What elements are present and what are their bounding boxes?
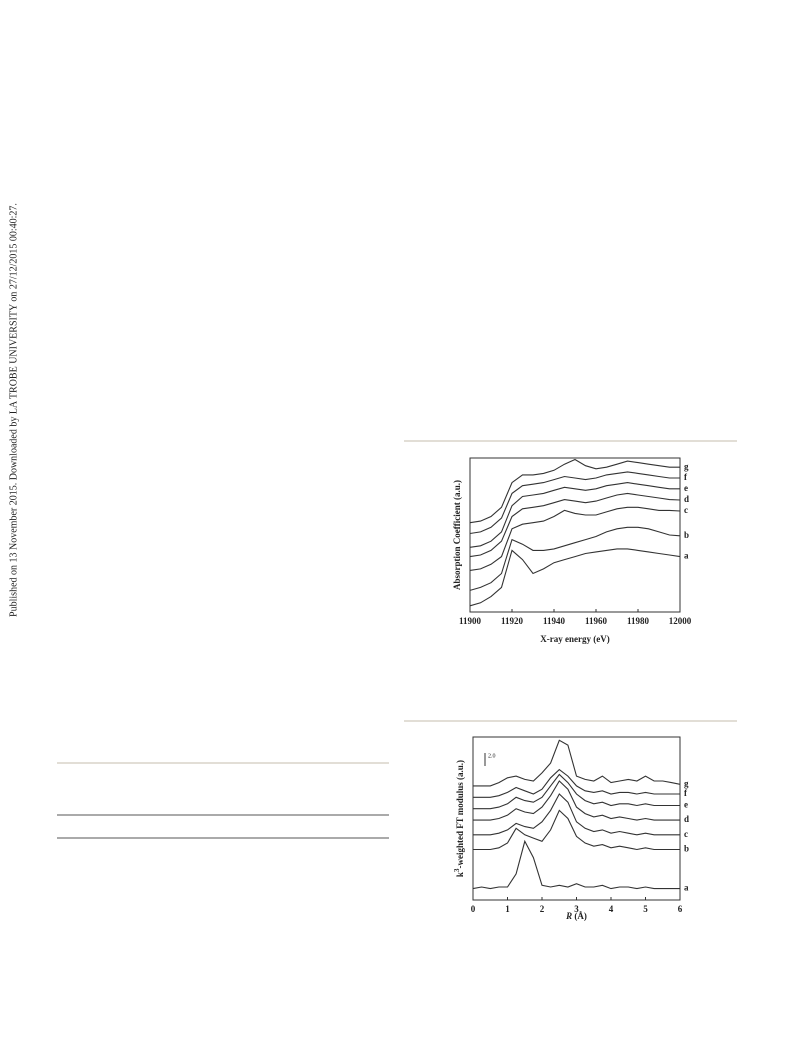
series-label: e xyxy=(684,800,688,810)
y-axis-title: Absorption Coefficient (a.u.) xyxy=(452,480,462,590)
series-label: d xyxy=(684,494,689,504)
x-axis-title: R (Å) xyxy=(565,911,587,921)
data-line xyxy=(473,773,680,810)
data-line xyxy=(473,780,680,821)
x-tick-label: 12000 xyxy=(669,616,692,626)
x-tick-label: 4 xyxy=(609,904,614,914)
plot-frame xyxy=(469,457,681,613)
series-label: d xyxy=(684,814,689,824)
series-label: c xyxy=(684,505,688,515)
x-tick-label: 2 xyxy=(540,904,545,914)
data-line xyxy=(473,739,681,787)
x-tick-label: 6 xyxy=(678,904,683,914)
sidebar-note: Published on 13 November 2015. Downloade… xyxy=(8,203,19,617)
x-tick-label: 11960 xyxy=(585,616,608,626)
series-label: f xyxy=(684,788,688,798)
x-tick-label: 5 xyxy=(643,904,648,914)
series-label: g xyxy=(684,778,689,788)
data-line xyxy=(469,482,680,548)
data-line xyxy=(469,458,680,524)
data-line xyxy=(469,548,681,607)
series-label: e xyxy=(684,483,688,493)
series-label: g xyxy=(684,461,689,471)
x-tick-label: 3 xyxy=(574,904,579,914)
x-tick-label: 11980 xyxy=(627,616,650,626)
series-label: a xyxy=(684,883,689,893)
data-line xyxy=(469,492,681,558)
x-tick-label: 0 xyxy=(471,904,476,914)
series-label: b xyxy=(684,530,689,540)
y-axis-title: k3-weighted FT modulus (a.u.) xyxy=(453,760,465,877)
data-line xyxy=(473,793,680,836)
series-label: c xyxy=(684,829,688,839)
x-tick-label: 11940 xyxy=(543,616,566,626)
data-line xyxy=(469,506,681,571)
y-axis-title-part: 3 xyxy=(453,868,461,872)
plot-frame xyxy=(472,736,681,901)
x-tick-label: 11920 xyxy=(501,616,524,626)
x-axis-title: X-ray energy (eV) xyxy=(540,634,609,644)
x-tick-label: 1 xyxy=(505,904,510,914)
data-line xyxy=(472,839,680,890)
x-axis-title-part: (Å) xyxy=(572,911,587,921)
y-axis-title-part: -weighted FT modulus (a.u.) xyxy=(455,760,465,869)
data-line xyxy=(469,526,681,591)
x-axis-title-part: R xyxy=(565,911,572,921)
data-line xyxy=(469,471,680,535)
x-tick-label: 11900 xyxy=(459,616,482,626)
series-label: a xyxy=(684,551,689,561)
scale-bar-label: 2.0 xyxy=(488,753,496,759)
series-label: b xyxy=(684,844,689,854)
data-line xyxy=(473,809,680,851)
y-axis-title-part: k xyxy=(455,872,465,877)
data-line xyxy=(473,768,680,798)
series-label: f xyxy=(684,472,688,482)
